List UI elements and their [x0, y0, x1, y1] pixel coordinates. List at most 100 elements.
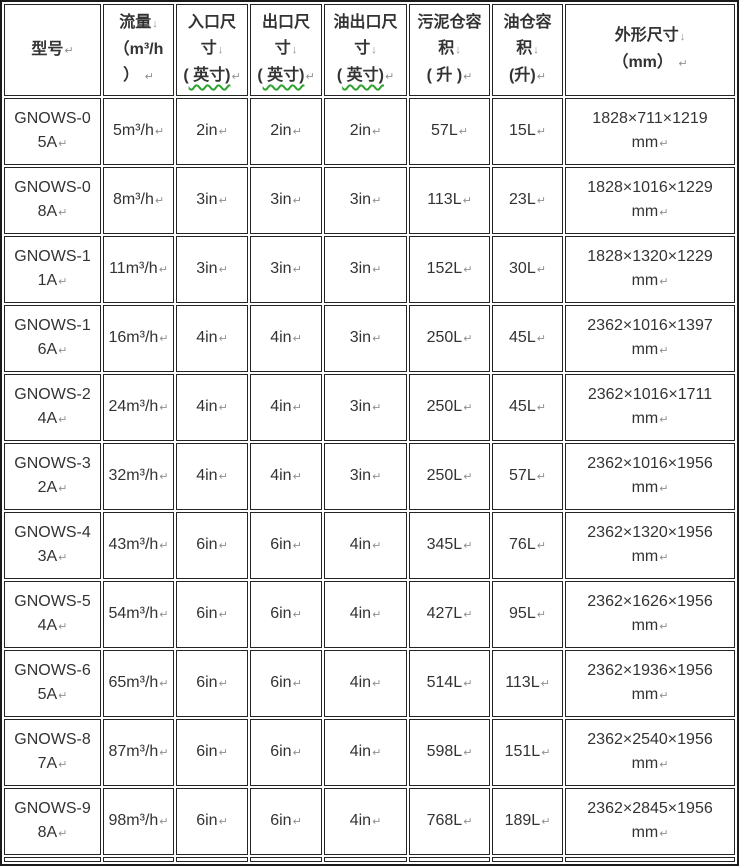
empty-cell	[176, 857, 248, 862]
format-mark-icon: ↵	[463, 678, 473, 690]
format-mark-icon: ↵	[372, 264, 382, 276]
format-mark-icon: ↵	[218, 195, 228, 207]
format-mark-icon: ↵	[58, 345, 68, 357]
cell-oil-outlet-size: 3in↵	[324, 236, 407, 303]
cell-oil-volume: 95L↵	[492, 581, 563, 648]
format-mark-icon: ↵	[64, 44, 74, 57]
table-row-clipped	[4, 857, 735, 862]
format-mark-icon: ↵	[292, 402, 302, 414]
format-mark-icon: ↵	[58, 759, 68, 771]
cell-inlet-size: 6in↵	[176, 650, 248, 717]
cell-dimensions: 1828×1016×1229 mm↵	[565, 167, 735, 234]
spellcheck-squiggle: 英寸)	[342, 67, 384, 84]
format-mark-icon: ↓	[217, 44, 224, 56]
cell-outlet-size: 6in↵	[250, 512, 322, 579]
format-mark-icon: ↵	[292, 747, 302, 759]
format-mark-icon: ↵	[536, 71, 546, 83]
format-mark-icon: ↵	[218, 402, 228, 414]
table-header: 型号↵ 流量↓ （m³/h） ↵ 入口尺 寸↓( 英寸)↵ 出口尺 寸↓( 英寸)↵ …	[4, 4, 735, 96]
spellcheck-squiggle: 英寸)	[188, 67, 231, 84]
format-mark-icon: ↵	[58, 828, 68, 840]
format-mark-icon: ↵	[58, 414, 68, 426]
format-mark-icon: ↵	[292, 609, 302, 621]
cell-oil-outlet-size: 3in↵	[324, 374, 407, 441]
format-mark-icon: ↵	[58, 552, 68, 564]
cell-dimensions: 2362×1016×1397 mm↵	[565, 305, 735, 372]
cell-dimensions: 1828×711×1219 mm↵	[565, 98, 735, 165]
cell-flow-rate: 16m³/h↵	[103, 305, 174, 372]
cell-sludge-volume: 250L↵	[409, 374, 490, 441]
format-mark-icon: ↵	[218, 333, 228, 345]
cell-dimensions: 2362×2845×1956 mm↵	[565, 788, 735, 855]
cell-outlet-size: 2in↵	[250, 98, 322, 165]
format-mark-icon: ↵	[536, 609, 546, 621]
table-row: GNOWS-1 1A↵ 11m³/h↵ 3in↵ 3in↵ 3in↵ 152L↵ 30L↵ 18…	[4, 236, 735, 303]
cell-outlet-size: 6in↵	[250, 719, 322, 786]
format-mark-icon: ↵	[159, 402, 169, 414]
empty-cell	[409, 857, 490, 862]
format-mark-icon: ↵	[292, 816, 302, 828]
empty-cell	[324, 857, 407, 862]
cell-flow-rate: 5m³/h↵	[103, 98, 174, 165]
cell-inlet-size: 2in↵	[176, 98, 248, 165]
table-row: GNOWS-4 3A↵ 43m³/h↵ 6in↵ 6in↵ 4in↵ 345L↵ 76L↵ 23…	[4, 512, 735, 579]
col-header-oil-outlet-size: 油出口尺 寸↓( 英寸)↵	[324, 4, 407, 96]
col-header-sludge-volume: 污泥仓容 积↓( 升 )↵	[409, 4, 490, 96]
cell-outlet-size: 6in↵	[250, 788, 322, 855]
col-header-inlet-size: 入口尺 寸↓( 英寸)↵	[176, 4, 248, 96]
cell-sludge-volume: 152L↵	[409, 236, 490, 303]
format-mark-icon: ↵	[463, 71, 473, 83]
empty-cell	[103, 857, 174, 862]
format-mark-icon: ↵	[159, 678, 169, 690]
format-mark-icon: ↵	[58, 483, 68, 495]
col-header-outlet-size: 出口尺 寸↓( 英寸)↵	[250, 4, 322, 96]
table-row: GNOWS-1 6A↵ 16m³/h↵ 4in↵ 4in↵ 3in↵ 250L↵ 45L↵ 23…	[4, 305, 735, 372]
format-mark-icon: ↵	[292, 471, 302, 483]
empty-cell	[250, 857, 322, 862]
cell-oil-outlet-size: 2in↵	[324, 98, 407, 165]
table-row: GNOWS-3 2A↵ 32m³/h↵ 4in↵ 4in↵ 3in↵ 250L↵ 57L↵ 23…	[4, 443, 735, 510]
cell-oil-outlet-size: 4in↵	[324, 650, 407, 717]
format-mark-icon: ↵	[159, 471, 169, 483]
cell-model: GNOWS-8 7A↵	[4, 719, 101, 786]
format-mark-icon: ↵	[659, 621, 669, 633]
empty-cell	[4, 857, 101, 862]
format-mark-icon: ↵	[372, 540, 382, 552]
cell-outlet-size: 4in↵	[250, 305, 322, 372]
cell-dimensions: 2362×1626×1956 mm↵	[565, 581, 735, 648]
header-row: 型号↵ 流量↓ （m³/h） ↵ 入口尺 寸↓( 英寸)↵ 出口尺 寸↓( 英寸)↵ …	[4, 4, 735, 96]
format-mark-icon: ↓	[455, 44, 461, 56]
empty-cell	[565, 857, 735, 862]
cell-dimensions: 2362×1320×1956 mm↵	[565, 512, 735, 579]
cell-model: GNOWS-5 4A↵	[4, 581, 101, 648]
format-mark-icon: ↵	[659, 345, 669, 357]
format-mark-icon: ↵	[218, 816, 228, 828]
cell-oil-volume: 57L↵	[492, 443, 563, 510]
table-row: GNOWS-6 5A↵ 65m³/h↵ 6in↵ 6in↵ 4in↵ 514L↵ 113L↵ 2…	[4, 650, 735, 717]
format-mark-icon: ↵	[463, 402, 473, 414]
cell-dimensions: 2362×1936×1956 mm↵	[565, 650, 735, 717]
cell-inlet-size: 6in↵	[176, 581, 248, 648]
cell-oil-volume: 113L↵	[492, 650, 563, 717]
cell-inlet-size: 4in↵	[176, 305, 248, 372]
format-mark-icon: ↵	[159, 816, 169, 828]
col-header-model: 型号↵	[4, 4, 101, 96]
cell-oil-volume: 30L↵	[492, 236, 563, 303]
cell-model: GNOWS-1 1A↵	[4, 236, 101, 303]
format-mark-icon: ↵	[292, 126, 302, 138]
table-row: GNOWS-0 8A↵ 8m³/h↵ 3in↵ 3in↵ 3in↵ 113L↵ 23L↵ 182…	[4, 167, 735, 234]
cell-sludge-volume: 113L↵	[409, 167, 490, 234]
table-row: GNOWS-8 7A↵ 87m³/h↵ 6in↵ 6in↵ 4in↵ 598L↵ 151L↵ 2…	[4, 719, 735, 786]
format-mark-icon: ↵	[372, 333, 382, 345]
col-header-dimensions: 外形尺寸↓ （mm） ↵	[565, 4, 735, 96]
cell-flow-rate: 65m³/h↵	[103, 650, 174, 717]
cell-dimensions: 1828×1320×1229 mm↵	[565, 236, 735, 303]
cell-dimensions: 2362×2540×1956 mm↵	[565, 719, 735, 786]
format-mark-icon: ↵	[540, 678, 550, 690]
cell-outlet-size: 3in↵	[250, 167, 322, 234]
format-mark-icon: ↵	[292, 333, 302, 345]
format-mark-icon: ↵	[463, 609, 473, 621]
format-mark-icon: ↵	[231, 71, 241, 83]
format-mark-icon: ↵	[305, 71, 315, 83]
